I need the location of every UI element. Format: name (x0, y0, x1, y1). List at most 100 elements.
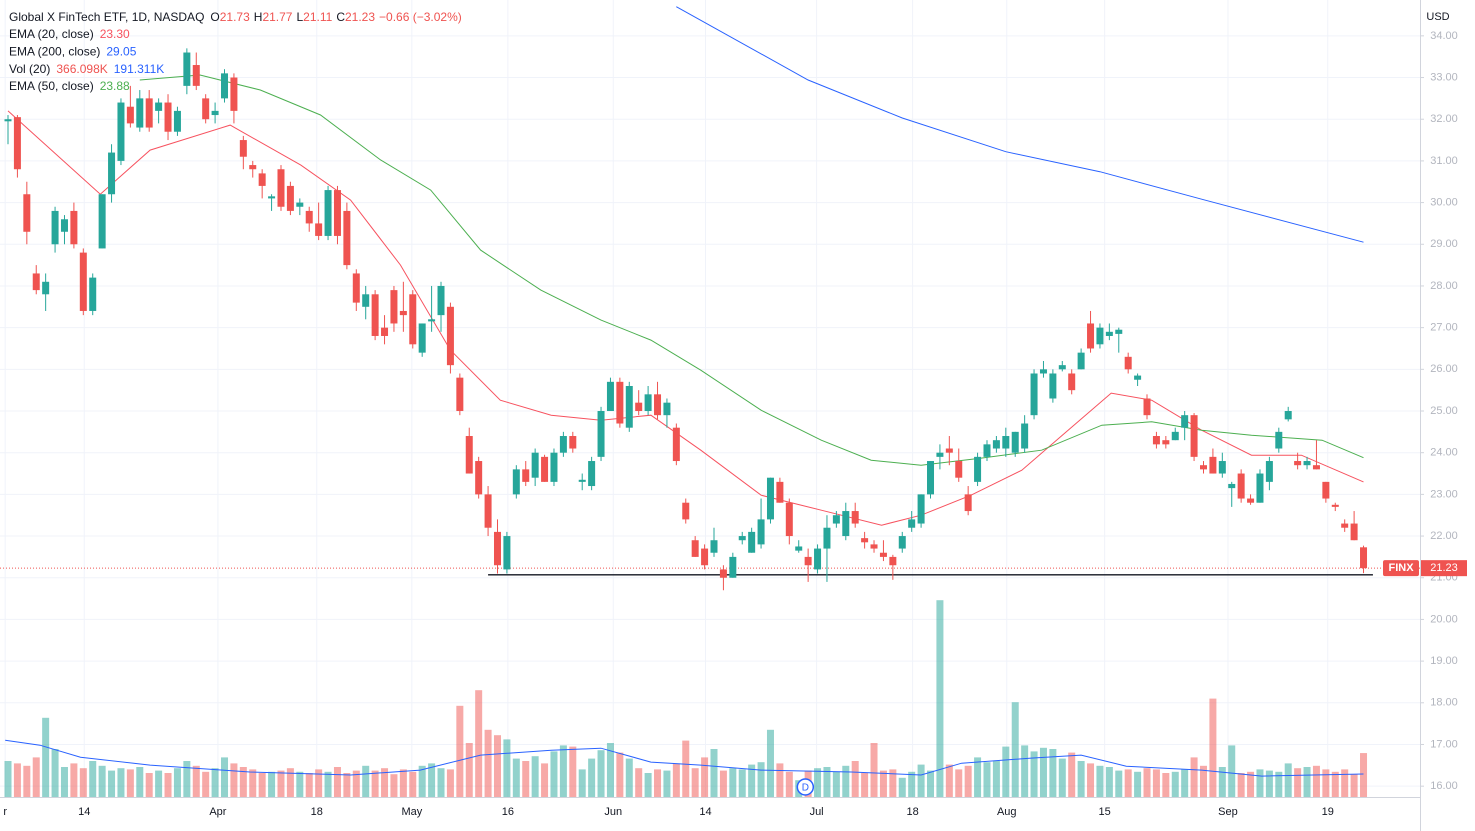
symbol-tag (1383, 560, 1419, 577)
volume-bar (597, 750, 605, 797)
volume-bar (851, 761, 859, 797)
candle-body (1124, 356, 1132, 370)
volume-bar (748, 764, 756, 797)
volume-bar (1105, 767, 1113, 797)
volume-bar (117, 768, 125, 797)
volume-bar (663, 770, 671, 797)
candle-body (277, 169, 285, 207)
volume-bar (1077, 761, 1085, 797)
header-text: O (210, 10, 219, 24)
volume-bar (1030, 751, 1038, 797)
header-text: EMA (200, close) (9, 44, 100, 58)
candle-body (927, 461, 935, 495)
candle-body (1049, 373, 1057, 399)
candle-body (32, 273, 40, 291)
volume-bar (1360, 753, 1368, 797)
candle-body (710, 540, 718, 553)
volume-bar (1294, 768, 1302, 797)
candle-body (202, 98, 210, 120)
volume-bar (221, 757, 229, 797)
candle-body (1002, 436, 1010, 449)
volume-bar (1209, 698, 1217, 797)
candle-body (1087, 323, 1095, 349)
candle-body (531, 452, 539, 478)
volume-bar (418, 765, 426, 797)
candle-body (1181, 415, 1189, 428)
y-tick-label: 29.00 (1430, 238, 1458, 250)
candle-body (512, 469, 520, 495)
grid (0, 0, 1420, 797)
y-tick-label: 34.00 (1430, 30, 1458, 42)
volume-bar (654, 769, 662, 797)
candle-body (597, 411, 605, 457)
candle-body (550, 452, 558, 482)
candle-body (117, 102, 125, 161)
volume-bar (23, 765, 31, 797)
volume-bar (1068, 752, 1076, 797)
volume-bar (861, 773, 869, 797)
header-text: 23.88 (100, 79, 130, 93)
volume-bar (239, 767, 247, 797)
header-text: 191.311K (114, 62, 165, 76)
candle-body (625, 385, 633, 428)
candle-body (1360, 547, 1368, 569)
candle-body (861, 538, 869, 543)
candle-body (371, 294, 379, 336)
candle-body (268, 196, 276, 199)
volume-bar (1021, 745, 1029, 797)
volume-bar (79, 768, 87, 797)
candle-body (418, 323, 426, 353)
candle-body (1247, 498, 1255, 503)
candle-body (1303, 461, 1311, 466)
candle-body (1011, 431, 1019, 453)
candle-body (588, 461, 596, 487)
candle-body (691, 540, 699, 557)
volume-bar (672, 763, 680, 797)
y-tick-label: 25.00 (1430, 405, 1458, 417)
volume-bar (964, 765, 972, 797)
volume-bar (202, 771, 210, 797)
volume-bar (173, 768, 181, 797)
candle-body (258, 173, 266, 186)
y-tick-label: 30.00 (1430, 196, 1458, 208)
volume-bar (541, 763, 549, 797)
candle-body (136, 98, 144, 128)
volume-bar (1002, 746, 1010, 797)
candle-body (343, 210, 351, 266)
volume-bar (936, 600, 944, 797)
volume-bar (192, 765, 200, 797)
candle-body (4, 119, 12, 122)
volume-bar (164, 773, 172, 797)
candle-body (381, 327, 389, 336)
candle-body (569, 436, 577, 449)
volume-bar (286, 768, 294, 797)
header-text: 29.05 (106, 44, 136, 58)
candle-body (842, 511, 850, 537)
x-tick-label: 16 (502, 806, 514, 818)
volume-bar (898, 777, 906, 797)
candle-body (183, 52, 191, 86)
volume-bar (635, 768, 643, 797)
volume-bar (1322, 769, 1330, 797)
volume-bar (644, 773, 652, 797)
volume-bar (1171, 771, 1179, 797)
candle-body (672, 427, 680, 462)
volume-bar (578, 769, 586, 797)
candle-body (1134, 375, 1142, 380)
candle-body (1350, 523, 1358, 541)
candle-body (211, 110, 219, 116)
volume-bar (1256, 769, 1264, 797)
candle-body (1228, 483, 1236, 489)
x-tick-label: Apr (209, 806, 226, 818)
candle-body (437, 285, 445, 316)
candle-body (315, 223, 323, 236)
candle-body (936, 452, 944, 457)
candle-body (362, 294, 370, 307)
volume-bar (945, 764, 953, 797)
header-text: −0.66 (−3.02%) (379, 10, 462, 24)
volume-pane (4, 600, 1368, 797)
x-tick-label: 14 (699, 806, 711, 818)
header-text: 366.098K (56, 62, 107, 76)
volume-bar (296, 771, 304, 797)
